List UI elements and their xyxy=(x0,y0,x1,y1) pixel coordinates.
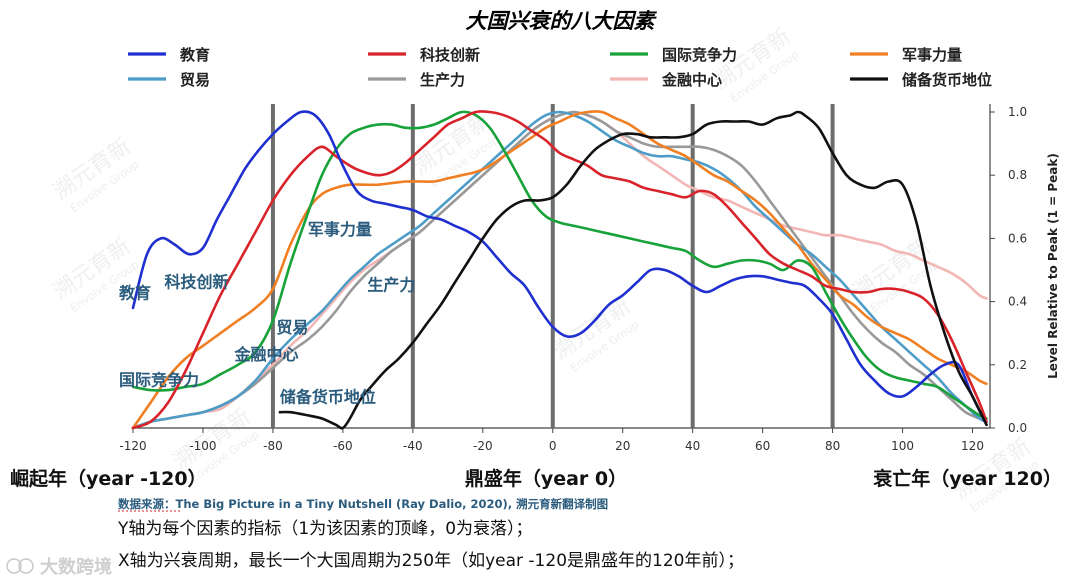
x-tick-label: 40 xyxy=(685,439,700,453)
x-tick-label: 80 xyxy=(825,439,840,453)
series-annotation: 生产力 xyxy=(367,276,415,295)
x-tick-label: -100 xyxy=(189,439,216,453)
series-annotation: 国际竞争力 xyxy=(119,370,199,389)
series-line-0 xyxy=(131,110,988,427)
legend-label: 国际竞争力 xyxy=(662,46,737,64)
series-lines xyxy=(131,110,988,430)
x-tick-label: 100 xyxy=(891,439,914,453)
plot-area: -120 -100 -80 -60 -40 -20 0 20 40 60 80 100 120 0.00… xyxy=(119,104,1027,453)
x-tick-label: -60 xyxy=(333,439,353,453)
stage-decline: 衰亡年（year 120） xyxy=(872,467,1062,490)
legend-label: 军事力量 xyxy=(902,46,962,64)
series-annotation: 科技创新 xyxy=(164,272,228,291)
x-tick-label: 20 xyxy=(615,439,630,453)
x-ticks: -120 -100 -80 -60 -40 -20 0 20 40 60 80 100 120 xyxy=(119,428,984,453)
note-x: X轴为兴衰周期，最长一个大国周期为250年（如year -120是鼎盛年的120… xyxy=(118,551,744,571)
legend-label: 金融中心 xyxy=(661,71,722,89)
series-annotation: 军事力量 xyxy=(308,220,372,239)
legend-label: 贸易 xyxy=(180,71,210,89)
brand-logo-icon xyxy=(6,558,22,574)
note-y: Y轴为每个因素的指标（1为该因素的顶峰，0为衰落）； xyxy=(117,519,533,539)
y-tick-label: 0.6 xyxy=(1008,231,1027,245)
series-line-1 xyxy=(131,110,988,430)
stage-rise: 崛起年（year -120） xyxy=(10,467,207,490)
series-line-7 xyxy=(278,110,988,430)
chart-title: 大国兴衰的八大因素 xyxy=(466,9,658,33)
series-line-5 xyxy=(131,110,988,430)
series-annotation: 贸易 xyxy=(276,318,308,337)
series-line-3 xyxy=(131,110,988,430)
vertical-markers xyxy=(270,104,835,428)
y-tick-label: 0.4 xyxy=(1008,295,1027,309)
series-annotation: 金融中心 xyxy=(233,345,298,364)
y-tick-label: 0.2 xyxy=(1008,358,1027,372)
x-tick-label: -20 xyxy=(473,439,493,453)
series-line-4 xyxy=(131,110,988,430)
brand-logo-icon-2 xyxy=(18,558,34,574)
x-tick-label: -120 xyxy=(119,439,146,453)
x-tick-label: 60 xyxy=(755,439,770,453)
series-annotation: 教育 xyxy=(119,283,151,302)
x-tick-label: 0 xyxy=(549,439,557,453)
corner-brand: 大数跨境 xyxy=(6,556,112,578)
legend-label: 教育 xyxy=(179,46,210,64)
y-ticks: 0.0 0.2 0.4 0.6 0.8 1.0 xyxy=(990,105,1027,435)
series-annotation: 储备货币地位 xyxy=(279,388,376,407)
stage-peak: 鼎盛年（year 0） xyxy=(465,467,627,490)
y-axis-label: Level Relative to Peak (1 = Peak) xyxy=(1046,153,1060,379)
series-line-2 xyxy=(131,110,988,420)
x-tick-label: -80 xyxy=(263,439,283,453)
legend-label: 储备货币地位 xyxy=(902,71,992,89)
x-tick-label: -40 xyxy=(403,439,423,453)
legend-label: 生产力 xyxy=(420,71,465,89)
y-tick-label: 0.0 xyxy=(1008,421,1027,435)
corner-brand-text: 大数跨境 xyxy=(40,556,112,578)
legend-label: 科技创新 xyxy=(420,46,480,64)
y-tick-label: 0.8 xyxy=(1008,168,1027,182)
y-tick-label: 1.0 xyxy=(1008,105,1027,119)
x-tick-label: 120 xyxy=(961,439,984,453)
source-text: 数据来源：The Big Picture in a Tiny Nutshell … xyxy=(118,497,608,511)
